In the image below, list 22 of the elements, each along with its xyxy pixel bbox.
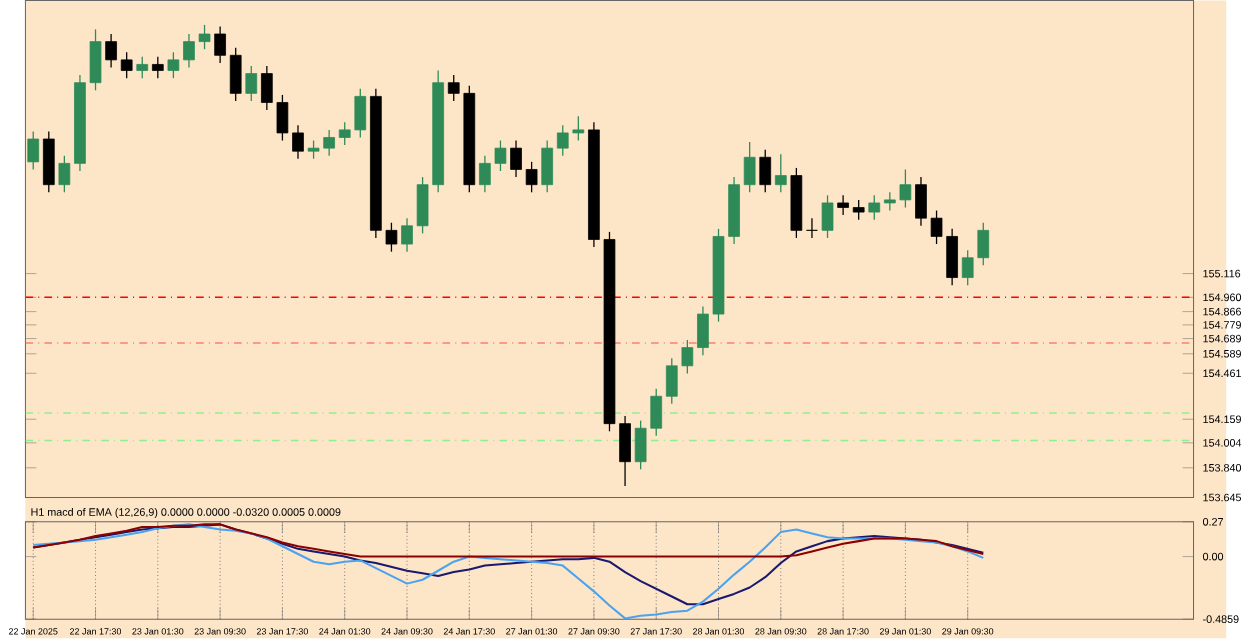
candlestick xyxy=(105,33,117,69)
candlestick xyxy=(136,56,149,80)
candlestick xyxy=(167,52,180,80)
candlestick xyxy=(58,155,71,194)
candlestick xyxy=(245,65,258,103)
candlestick xyxy=(743,141,756,194)
candlestick xyxy=(868,195,881,221)
candlestick xyxy=(42,131,55,194)
candlestick xyxy=(510,140,522,179)
candlestick xyxy=(120,52,133,80)
candlestick xyxy=(541,140,554,194)
candlestick xyxy=(759,149,772,194)
candlestick xyxy=(852,199,865,221)
candlestick xyxy=(821,195,834,240)
candlestick xyxy=(151,56,164,80)
candlestick xyxy=(774,154,787,194)
candlestick xyxy=(806,217,818,240)
candlestick xyxy=(525,161,538,194)
candlestick xyxy=(837,195,849,217)
candlestick xyxy=(214,26,226,64)
candlestick xyxy=(27,131,40,171)
candlestick xyxy=(229,47,242,103)
